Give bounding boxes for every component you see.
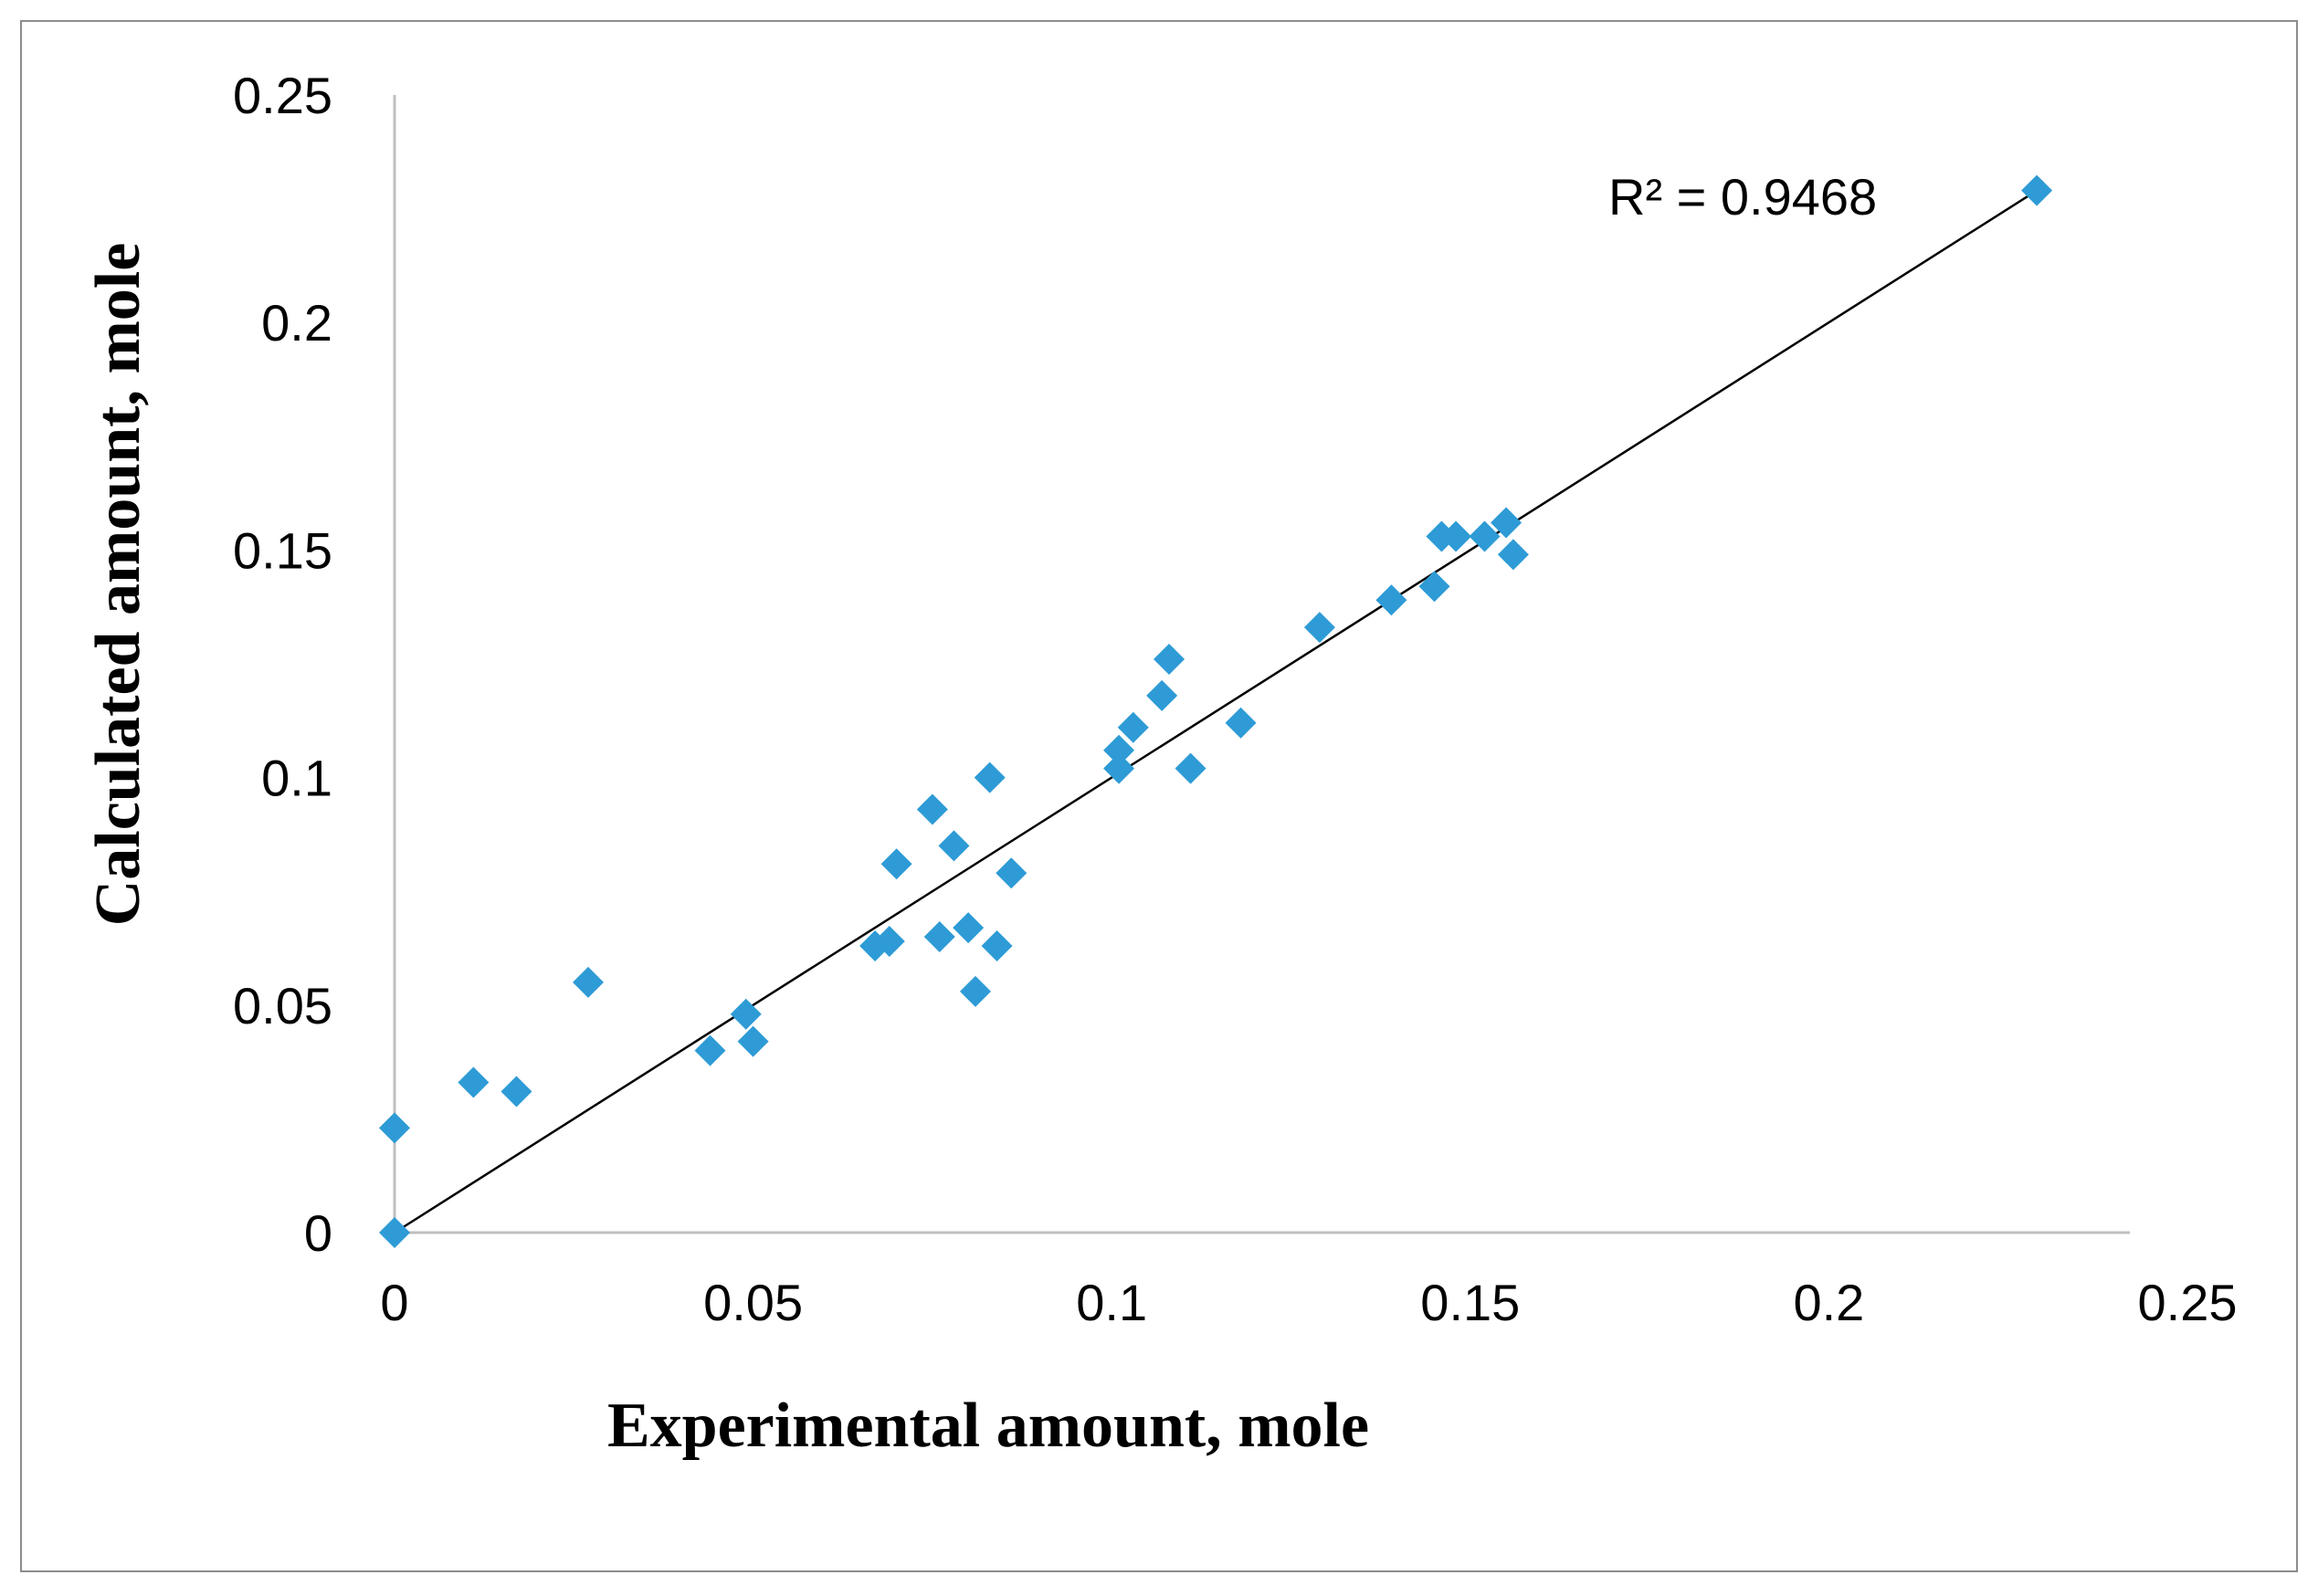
data-point	[1418, 571, 1450, 603]
data-points	[379, 174, 2053, 1248]
data-point	[458, 1066, 490, 1098]
y-tick-labels: 0 0.05 0.1 0.15 0.2 0.25	[233, 67, 332, 1262]
y-tick-label: 0.2	[261, 294, 332, 352]
data-point	[1117, 711, 1149, 743]
trendline	[394, 189, 2038, 1234]
x-tick-label: 0.2	[1793, 1274, 1864, 1331]
data-point	[960, 975, 992, 1007]
data-point	[1491, 507, 1523, 539]
x-axis-title: Experimental amount, mole	[607, 1391, 1369, 1461]
r-squared-label: R² = 0.9468	[1608, 168, 1877, 226]
data-point	[938, 830, 970, 862]
data-point	[1303, 612, 1335, 644]
data-point	[1440, 520, 1472, 552]
data-point	[1225, 707, 1257, 739]
data-point	[694, 1034, 726, 1066]
data-point	[953, 912, 985, 944]
data-point	[974, 761, 1006, 793]
chart-frame: 0 0.05 0.1 0.15 0.2 0.25 0 0.05 0.1 0.15 0.2 0.25 …	[20, 20, 2298, 1572]
data-point	[996, 857, 1027, 889]
data-point	[1497, 539, 1529, 571]
x-tick-labels: 0 0.05 0.1 0.15 0.2 0.25	[380, 1274, 2237, 1331]
y-tick-label: 0.05	[233, 977, 332, 1034]
data-point	[379, 1217, 410, 1248]
data-point	[500, 1076, 532, 1108]
y-tick-label: 0.25	[233, 67, 332, 124]
data-point	[573, 966, 605, 998]
scatter-chart: 0 0.05 0.1 0.15 0.2 0.25 00.050.10.150.20.25 …	[83, 67, 2238, 1461]
y-tick-label: 0.1	[261, 750, 332, 807]
axes	[393, 95, 2130, 1234]
data-point	[1375, 584, 1407, 616]
y-tick-label: 0.15	[233, 521, 332, 579]
x-tick-label: 0.15	[1420, 1274, 1520, 1331]
data-point	[1146, 679, 1178, 711]
data-point	[2021, 174, 2053, 206]
data-point	[981, 930, 1013, 962]
data-point	[1469, 520, 1501, 552]
x-tick-label: 0.1	[1076, 1274, 1147, 1331]
x-tick-label: 0.05	[703, 1274, 803, 1331]
trendline-group	[394, 189, 2038, 1234]
y-tick-label: 0	[304, 1204, 332, 1262]
data-point	[1103, 734, 1135, 766]
data-point	[873, 926, 905, 958]
data-point	[880, 848, 912, 880]
data-point	[923, 921, 955, 953]
data-point	[737, 1025, 769, 1057]
data-point	[1175, 752, 1206, 784]
x-tick-label: 0.25	[2138, 1274, 2238, 1331]
y-axis-title: Calculated amount, mole	[83, 243, 153, 927]
data-point	[379, 1112, 410, 1144]
data-point	[730, 998, 762, 1030]
x-tick-label: 0	[380, 1274, 408, 1331]
data-point	[1103, 752, 1135, 784]
data-point	[916, 793, 948, 825]
data-point	[1154, 644, 1185, 676]
